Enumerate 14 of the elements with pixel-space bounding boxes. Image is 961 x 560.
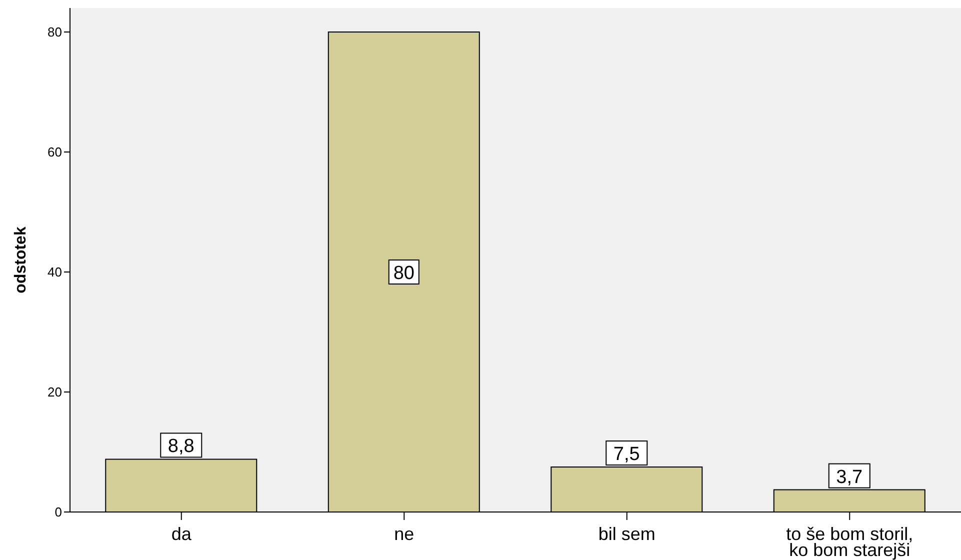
y-tick-label: 40 (48, 264, 62, 280)
data-label: 7,5 (613, 444, 640, 465)
x-tick-label: ne (394, 524, 414, 544)
data-label: 3,7 (836, 466, 863, 488)
y-tick-label: 0 (54, 504, 62, 520)
y-tick-label: 60 (48, 144, 62, 160)
x-tick-label: bil sem (598, 524, 656, 544)
x-tick-label: da (171, 524, 192, 544)
y-axis-title: odstotek (12, 226, 30, 294)
y-tick-label: 20 (48, 384, 62, 400)
data-label: 8,8 (168, 436, 194, 458)
y-tick-label: 80 (48, 24, 62, 40)
data-label: 80 (393, 263, 414, 284)
x-tick-label: to še bom storil, ko bom starejši (786, 524, 914, 560)
